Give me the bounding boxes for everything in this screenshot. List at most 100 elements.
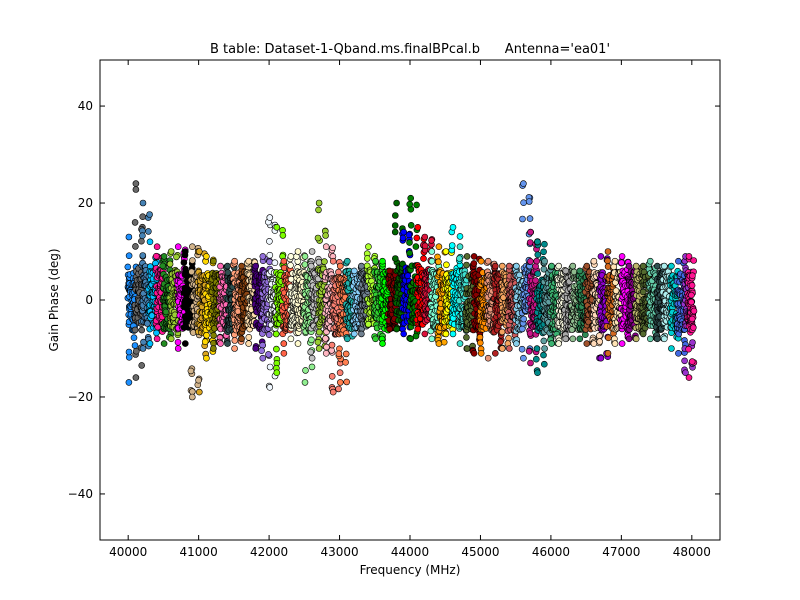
data-point	[315, 258, 323, 266]
data-point	[491, 349, 499, 357]
data-point	[138, 362, 145, 369]
data-point	[266, 251, 274, 259]
data-point	[520, 199, 527, 206]
data-point	[372, 335, 379, 343]
data-point	[307, 348, 315, 356]
data-point	[526, 239, 534, 246]
data-point	[146, 340, 154, 347]
data-point	[314, 234, 322, 242]
data-point	[520, 315, 528, 323]
data-point	[590, 340, 598, 347]
data-point	[252, 345, 259, 352]
data-point	[527, 359, 534, 367]
data-point	[540, 360, 548, 368]
data-point	[131, 219, 139, 226]
data-point	[611, 257, 619, 265]
data-point	[555, 340, 563, 347]
data-point	[329, 388, 337, 396]
data-point	[238, 335, 245, 343]
data-point	[187, 367, 195, 375]
data-point	[520, 354, 527, 362]
data-point	[139, 252, 147, 259]
data-point	[265, 331, 273, 339]
data-point	[476, 333, 484, 341]
data-point	[541, 257, 548, 265]
data-point	[153, 329, 160, 337]
data-point	[456, 233, 464, 240]
data-point	[533, 257, 541, 265]
data-point	[322, 243, 330, 250]
data-point	[342, 350, 350, 358]
data-point	[132, 180, 140, 187]
data-point	[315, 206, 322, 214]
data-point	[322, 349, 330, 357]
data-point	[583, 262, 591, 270]
data-point	[280, 257, 288, 265]
data-point	[576, 267, 584, 275]
data-point	[604, 257, 611, 265]
data-point	[167, 248, 175, 255]
data-point	[145, 228, 152, 235]
data-point	[138, 326, 145, 334]
data-point	[505, 262, 513, 270]
data-point	[146, 238, 154, 246]
data-point	[404, 272, 412, 280]
data-point	[414, 325, 422, 333]
data-point	[399, 234, 407, 242]
data-point	[525, 347, 533, 355]
data-point	[414, 224, 422, 231]
data-point	[125, 379, 133, 386]
data-point	[597, 253, 605, 260]
data-point	[534, 270, 542, 278]
data-point	[174, 345, 182, 352]
data-point	[287, 261, 294, 269]
data-point	[314, 338, 322, 346]
data-point	[180, 259, 188, 266]
data-point	[167, 335, 175, 343]
data-point	[166, 260, 174, 268]
data-point	[273, 369, 281, 377]
data-point	[182, 340, 189, 347]
data-point	[391, 228, 399, 236]
data-point	[518, 325, 526, 333]
data-point	[358, 262, 365, 270]
data-point	[159, 262, 166, 270]
data-point	[154, 323, 161, 331]
data-point	[217, 340, 224, 347]
data-point	[463, 253, 471, 260]
data-point	[321, 258, 328, 265]
data-point	[449, 330, 457, 338]
data-point	[372, 257, 379, 265]
data-point	[308, 336, 315, 344]
data-point	[336, 379, 344, 386]
data-point	[498, 345, 506, 352]
data-point	[280, 349, 288, 357]
data-point	[301, 379, 309, 386]
data-point	[534, 238, 541, 246]
data-point	[189, 257, 196, 264]
data-point	[139, 199, 147, 207]
data-point	[273, 345, 280, 353]
data-point	[421, 233, 429, 241]
data-point	[484, 354, 492, 362]
data-point	[393, 325, 400, 333]
data-point	[484, 257, 492, 265]
data-point	[421, 242, 429, 250]
data-point	[231, 345, 238, 352]
data-point	[271, 259, 279, 267]
data-point	[189, 243, 196, 250]
data-point	[195, 376, 202, 384]
data-point	[477, 257, 485, 265]
data-point	[540, 337, 548, 345]
data-point	[258, 347, 265, 355]
data-point	[335, 385, 342, 393]
data-point	[144, 320, 151, 327]
data-point	[308, 248, 316, 255]
data-point	[259, 253, 267, 260]
data-point	[513, 340, 520, 347]
data-point	[407, 194, 415, 202]
data-point	[391, 212, 399, 219]
data-point	[505, 334, 512, 342]
data-point	[336, 369, 344, 377]
